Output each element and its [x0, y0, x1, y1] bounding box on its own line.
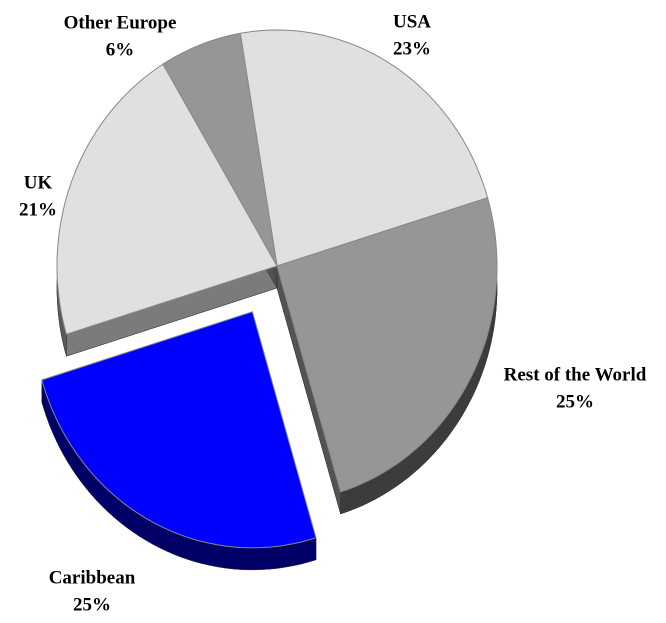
slice-label: Caribbean	[49, 567, 136, 588]
slice-label: UK	[24, 172, 53, 193]
slice-label: USA	[393, 11, 431, 32]
slice-label: Rest of the World	[504, 364, 647, 385]
slice	[162, 32, 278, 267]
value-label: 23%	[393, 38, 431, 59]
value-label: 21%	[19, 199, 57, 220]
slice	[56, 63, 278, 335]
value-label: 25%	[73, 594, 111, 615]
value-label: 6%	[106, 39, 135, 60]
value-label: 25%	[556, 391, 594, 412]
slice	[276, 197, 498, 493]
slice-label: Other Europe	[64, 12, 177, 33]
slice	[239, 29, 489, 267]
slice	[41, 311, 317, 549]
